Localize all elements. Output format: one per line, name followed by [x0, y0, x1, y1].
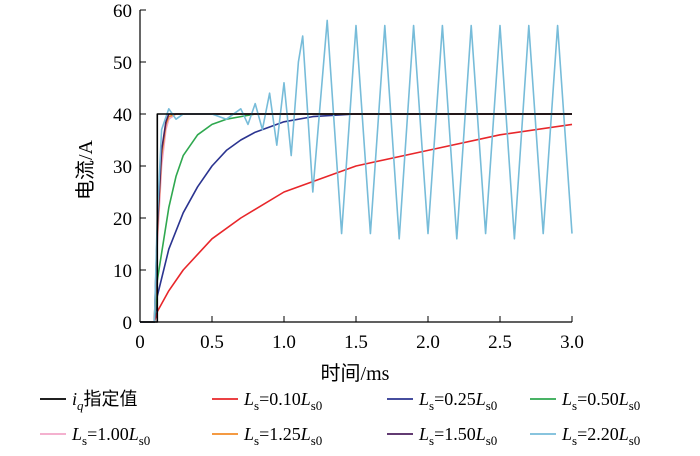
y-axis-title: 电流/A: [74, 139, 97, 200]
legend-label: Ls=1.00Ls0: [71, 424, 150, 448]
legend-item-5: Ls=1.25Ls0: [212, 424, 322, 448]
legend-item-3: Ls=0.50Ls0: [530, 389, 640, 413]
x-tick-label: 1.0: [272, 332, 296, 353]
y-tick-label: 0: [123, 313, 133, 334]
x-tick-label: 0.5: [200, 332, 224, 353]
x-tick-label: 2.5: [488, 332, 512, 353]
legend-label: Ls=0.10Ls0: [243, 389, 322, 413]
legend-label: Ls=0.50Ls0: [561, 389, 640, 413]
legend-item-4: Ls=1.00Ls0: [40, 424, 150, 448]
legend-label: iq指定值: [72, 389, 138, 413]
legend-item-0: iq指定值: [40, 389, 138, 413]
plot-lines: [140, 19, 573, 323]
y-tick-label: 10: [113, 261, 132, 282]
series-line-5: [140, 113, 572, 323]
y-tick-label: 60: [113, 1, 132, 22]
x-tick-label: 0: [135, 332, 145, 353]
legend-item-1: Ls=0.10Ls0: [212, 389, 322, 413]
x-tick-label: 1.5: [344, 332, 368, 353]
y-tick-label: 50: [113, 53, 132, 74]
series-line-3: [140, 113, 572, 323]
legend: iq指定值 Ls=0.10Ls0 Ls=0.25Ls0 Ls=0.50Ls0 Ls=1.…: [40, 389, 640, 448]
series-line-1: [140, 123, 573, 323]
legend-label: Ls=2.20Ls0: [561, 424, 640, 448]
y-tick-label: 40: [113, 105, 132, 126]
series-line-6: [140, 113, 572, 323]
legend-item-2: Ls=0.25Ls0: [387, 389, 497, 413]
legend-label: Ls=0.25Ls0: [418, 389, 497, 413]
x-tick-label: 3.0: [560, 332, 584, 353]
legend-label: Ls=1.25Ls0: [243, 424, 322, 448]
ticks: 0 0.5 1.0 1.5 2.0 2.5 3.0 0 10 20 30 40 50 60: [113, 1, 584, 353]
legend-item-6: Ls=1.50Ls0: [387, 424, 497, 448]
legend-label: Ls=1.50Ls0: [418, 424, 497, 448]
x-tick-label: 2.0: [416, 332, 440, 353]
series-line-2: [140, 113, 572, 323]
legend-item-7: Ls=2.20Ls0: [530, 424, 640, 448]
x-axis-title: 时间/ms: [321, 362, 390, 385]
y-tick-label: 20: [113, 209, 132, 230]
y-tick-label: 30: [113, 157, 132, 178]
series-line-0: [140, 113, 572, 323]
series-line-4: [140, 113, 572, 323]
series-line-7: [140, 19, 573, 323]
